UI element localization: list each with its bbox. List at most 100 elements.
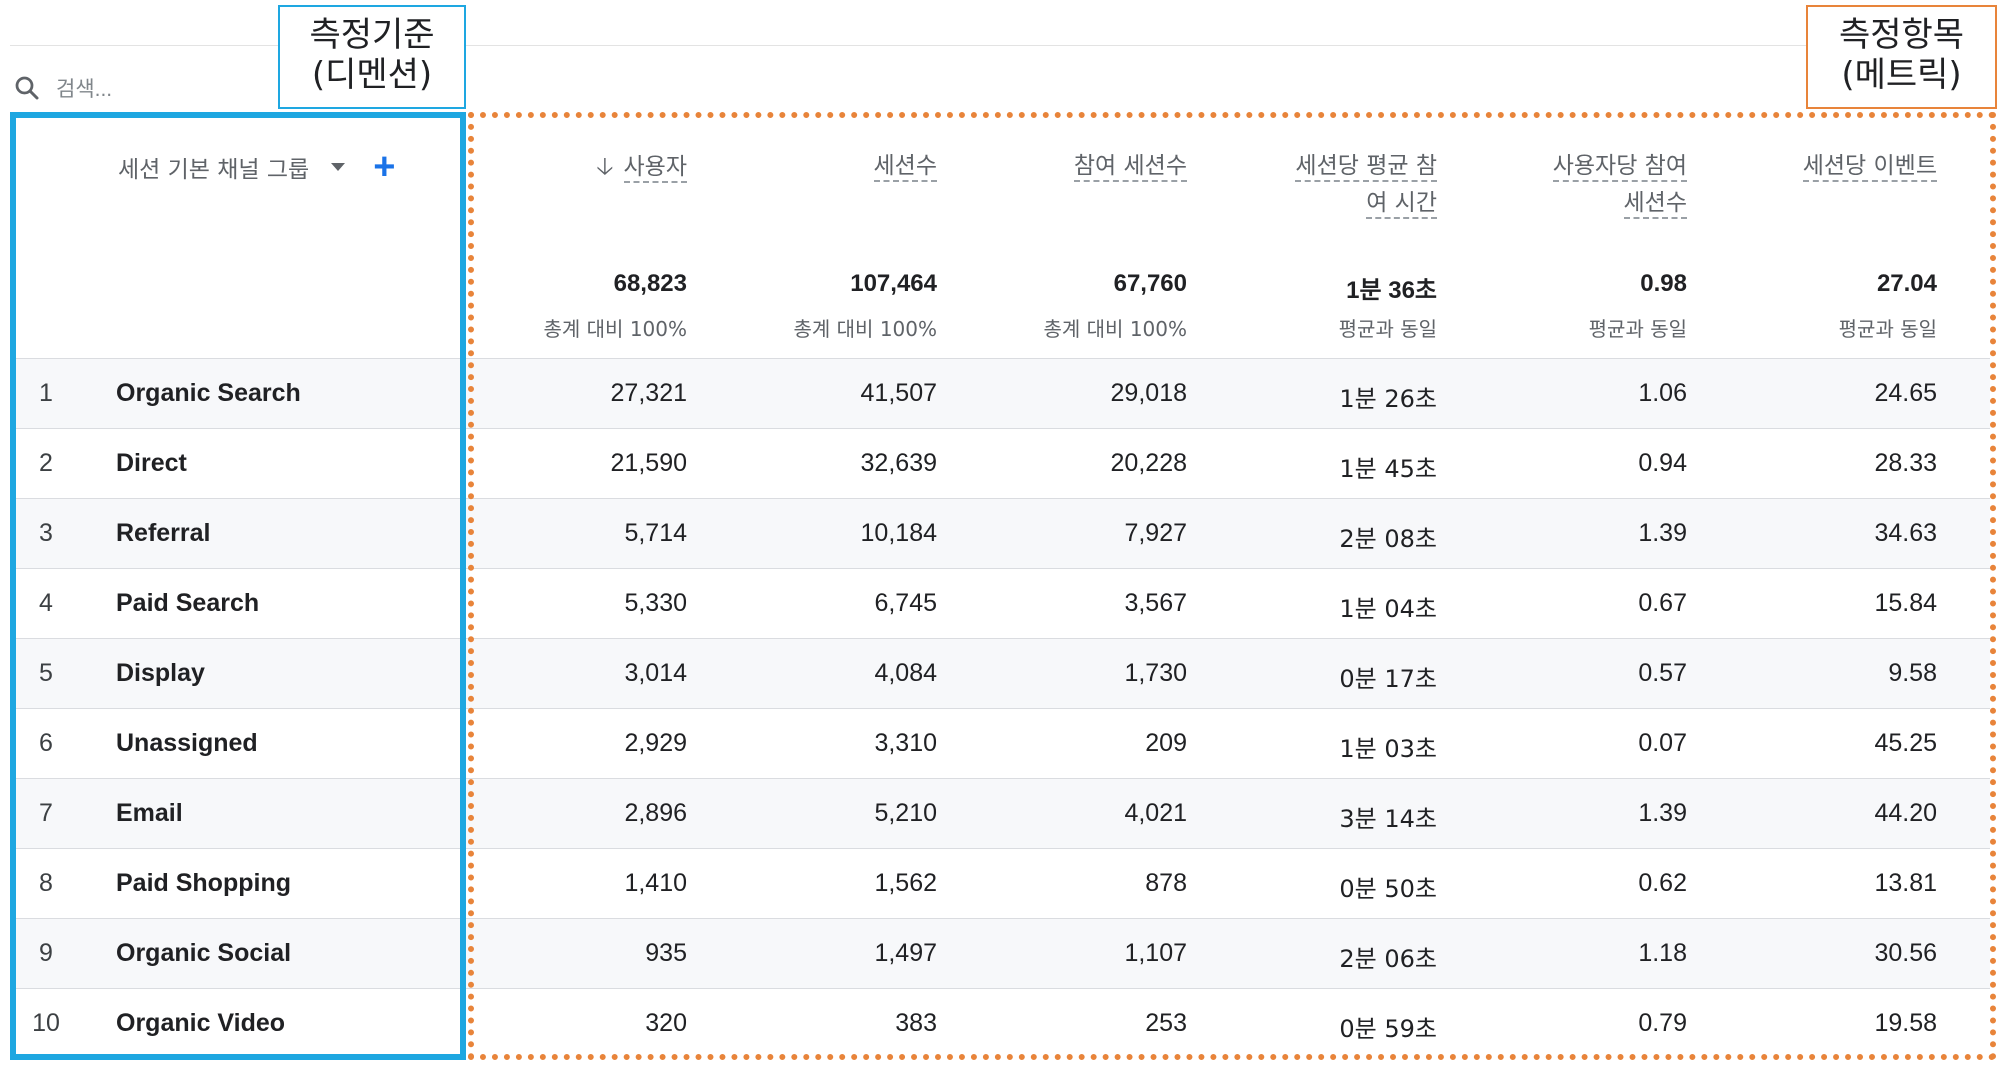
- metric-header-label[interactable]: 세션당 이벤트: [1802, 153, 1937, 182]
- metric-cell: 1.06: [1638, 379, 1687, 407]
- metric-cell: 9.58: [1888, 659, 1937, 687]
- data-table-body: 1 Organic Search 27,321 41,507 29,018 1분 26초 1…: [16, 358, 1990, 1058]
- metric-cell: 24.65: [1874, 379, 1937, 407]
- metric-header-label[interactable]: 사용자: [623, 154, 687, 183]
- table-row[interactable]: 9 Organic Social 935 1,497 1,107 2분 06초 1.18 30…: [16, 918, 1990, 988]
- row-index: 1: [39, 379, 53, 407]
- metric-header-6[interactable]: 세션당 이벤트: [1697, 148, 1937, 185]
- metric-cell: 2,929: [624, 729, 687, 757]
- metric-cell: 3분 14초: [1339, 805, 1437, 833]
- table-row[interactable]: 6 Unassigned 2,929 3,310 209 1분 03초 0.07 45.25: [16, 708, 1990, 778]
- channel-group-name[interactable]: Referral: [116, 519, 211, 547]
- table-row[interactable]: 8 Paid Shopping 1,410 1,562 878 0분 50초 0.62 13.…: [16, 848, 1990, 918]
- metric-total-1: 68,823: [613, 270, 687, 297]
- channel-group-name[interactable]: Paid Shopping: [116, 869, 291, 897]
- search-input[interactable]: 검색...: [56, 78, 113, 101]
- table-row[interactable]: 2 Direct 21,590 32,639 20,228 1분 45초 0.94 28.33: [16, 428, 1990, 498]
- metric-header-1[interactable]: 🡣 사용자: [447, 148, 687, 186]
- row-index: 5: [39, 659, 53, 687]
- dimension-column-header[interactable]: 세션 기본 채널 그룹 +: [118, 146, 396, 188]
- metric-cell: 0.94: [1638, 449, 1687, 477]
- metric-cell: 4,021: [1124, 799, 1187, 827]
- metric-header-label[interactable]: 세션당 평균 참: [1295, 153, 1437, 182]
- metric-cell: 1분 45초: [1339, 455, 1437, 483]
- row-index: 8: [39, 869, 53, 897]
- metric-header-2[interactable]: 세션수: [697, 148, 937, 185]
- metric-total-3: 67,760: [1113, 270, 1187, 297]
- metric-cell: 4,084: [874, 659, 937, 687]
- metric-total-subtitle-6: 평균과 동일: [1838, 317, 1937, 341]
- metric-cell: 0.62: [1638, 869, 1687, 897]
- metric-cell: 29,018: [1110, 379, 1187, 407]
- metric-header-label-2[interactable]: 세션수: [1623, 190, 1687, 219]
- table-row[interactable]: 1 Organic Search 27,321 41,507 29,018 1분 26초 1…: [16, 358, 1990, 428]
- channel-group-name[interactable]: Organic Video: [116, 1009, 286, 1037]
- metric-total-4: 1분 36초: [1346, 277, 1437, 304]
- metric-cell: 19.58: [1874, 1009, 1937, 1037]
- metric-cell: 10,184: [860, 519, 937, 547]
- metric-total-subtitle-1: 총계 대비 100%: [543, 317, 688, 341]
- metric-total-subtitle-5: 평균과 동일: [1588, 317, 1687, 341]
- metric-cell: 0분 50초: [1339, 875, 1437, 903]
- metric-cell: 0.57: [1638, 659, 1687, 687]
- metric-cell: 5,210: [874, 799, 937, 827]
- caret-down-icon[interactable]: [331, 163, 346, 171]
- table-row[interactable]: 3 Referral 5,714 10,184 7,927 2분 08초 1.39 34.63: [16, 498, 1990, 568]
- metric-cell: 878: [1145, 869, 1187, 897]
- dimension-selector-label[interactable]: 세션 기본 채널 그룹: [118, 157, 310, 183]
- metric-cell: 13.81: [1874, 869, 1937, 897]
- metric-cell: 1,562: [874, 869, 937, 897]
- metric-cell: 1분 03초: [1339, 735, 1437, 763]
- table-row[interactable]: 5 Display 3,014 4,084 1,730 0분 17초 0.57 9.58: [16, 638, 1990, 708]
- channel-group-name[interactable]: Paid Search: [116, 589, 260, 617]
- metric-cell: 1.39: [1638, 519, 1687, 547]
- metric-cell: 1,730: [1124, 659, 1187, 687]
- channel-group-name[interactable]: Email: [116, 799, 183, 827]
- metric-cell: 15.84: [1874, 589, 1937, 617]
- metric-cell: 0.79: [1638, 1009, 1687, 1037]
- metric-cell: 1,410: [624, 869, 687, 897]
- metric-cell: 32,639: [860, 449, 937, 477]
- metric-cell: 0.07: [1638, 729, 1687, 757]
- metric-cell: 3,567: [1124, 589, 1187, 617]
- table-row[interactable]: 4 Paid Search 5,330 6,745 3,567 1분 04초 0.67 15.…: [16, 568, 1990, 638]
- metric-cell: 1분 04초: [1339, 595, 1437, 623]
- metric-total-2: 107,464: [850, 270, 937, 297]
- channel-group-name[interactable]: Direct: [116, 449, 187, 477]
- metric-cell: 27,321: [610, 379, 687, 407]
- table-row[interactable]: 7 Email 2,896 5,210 4,021 3분 14초 1.39 44.20: [16, 778, 1990, 848]
- add-dimension-button[interactable]: +: [373, 146, 396, 188]
- metric-header-3[interactable]: 참여 세션수: [947, 148, 1187, 185]
- table-row[interactable]: 10 Organic Video 320 383 253 0분 59초 0.79 19.58: [16, 988, 1990, 1058]
- metric-callout-line1: 측정항목: [1838, 15, 1965, 55]
- metric-header-label-2[interactable]: 여 시간: [1366, 190, 1437, 219]
- metric-cell: 7,927: [1124, 519, 1187, 547]
- row-index: 6: [39, 729, 53, 757]
- metric-cell: 28.33: [1874, 449, 1937, 477]
- metric-total-subtitle-4: 평균과 동일: [1338, 317, 1437, 341]
- metric-cell: 2,896: [624, 799, 687, 827]
- metric-cell: 34.63: [1874, 519, 1937, 547]
- metric-cell: 253: [1145, 1009, 1187, 1037]
- channel-group-name[interactable]: Organic Search: [116, 379, 301, 407]
- metric-header-label[interactable]: 세션수: [873, 153, 937, 182]
- channel-group-name[interactable]: Organic Social: [116, 939, 292, 967]
- search-bar[interactable]: 검색...: [12, 70, 112, 106]
- metric-header-label[interactable]: 사용자당 참여: [1552, 153, 1687, 182]
- metric-total-subtitle-2: 총계 대비 100%: [793, 317, 938, 341]
- row-index: 3: [39, 519, 53, 547]
- row-index: 2: [39, 449, 53, 477]
- dimension-callout-line2: (디멘션): [311, 55, 433, 95]
- metric-cell: 20,228: [1110, 449, 1187, 477]
- metric-cell: 1.39: [1638, 799, 1687, 827]
- sort-descending-icon[interactable]: 🡣: [596, 152, 614, 180]
- channel-group-name[interactable]: Display: [116, 659, 205, 687]
- metric-cell: 383: [895, 1009, 937, 1037]
- metric-cell: 0분 17초: [1339, 665, 1437, 693]
- metric-cell: 30.56: [1874, 939, 1937, 967]
- metric-header-label[interactable]: 참여 세션수: [1073, 153, 1187, 182]
- metric-cell: 1.18: [1638, 939, 1687, 967]
- channel-group-name[interactable]: Unassigned: [116, 729, 258, 757]
